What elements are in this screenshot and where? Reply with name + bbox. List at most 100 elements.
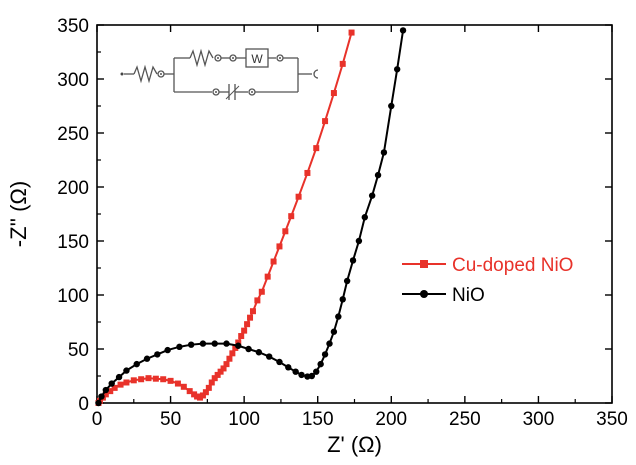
data-point — [186, 388, 193, 395]
data-point — [176, 343, 183, 351]
data-point — [202, 389, 209, 396]
data-point — [98, 393, 105, 400]
data-point — [285, 364, 292, 371]
data-point — [154, 351, 161, 358]
resistor-icon — [133, 64, 158, 84]
legend-label: NiO — [452, 285, 485, 306]
data-point — [238, 333, 245, 340]
y-tick-label: 250 — [57, 124, 89, 145]
equivalent-circuit-inset: W — [120, 48, 319, 100]
data-point — [330, 90, 337, 97]
legend-marker — [420, 260, 428, 268]
data-point — [313, 368, 320, 375]
data-point — [380, 149, 388, 156]
data-point — [298, 371, 305, 379]
data-point — [123, 379, 130, 386]
data-point — [276, 358, 283, 366]
data-point — [145, 375, 152, 382]
data-point — [102, 386, 110, 394]
x-tick-label: 50 — [160, 409, 181, 430]
x-tick-label: 350 — [596, 409, 628, 430]
data-point — [264, 273, 271, 280]
x-tick-label: 100 — [228, 409, 260, 430]
data-point — [368, 192, 376, 199]
data-point — [174, 380, 181, 387]
data-point — [308, 372, 316, 380]
data-point — [317, 360, 324, 368]
data-point — [388, 102, 395, 110]
data-point — [282, 228, 289, 235]
data-point — [374, 171, 382, 179]
data-point — [199, 392, 206, 399]
data-point — [123, 367, 130, 374]
data-point — [255, 349, 263, 356]
data-point — [361, 214, 368, 221]
data-point — [102, 391, 109, 398]
data-point — [244, 321, 251, 328]
data-point — [187, 341, 195, 348]
data-point — [339, 296, 346, 303]
data-point — [349, 257, 357, 264]
data-point — [235, 339, 242, 346]
data-point — [133, 360, 140, 368]
series-line — [97, 32, 353, 404]
data-point — [164, 346, 171, 354]
data-point — [95, 399, 102, 407]
data-point — [249, 308, 256, 315]
data-point — [265, 353, 273, 360]
legend-label: Cu-doped NiO — [452, 255, 573, 276]
data-point — [313, 145, 320, 152]
data-point — [232, 344, 239, 351]
data-point — [208, 379, 215, 386]
data-point — [223, 340, 230, 347]
data-point — [321, 351, 329, 358]
data-point — [247, 314, 254, 321]
legend-marker — [420, 290, 428, 298]
x-tick-label: 300 — [523, 409, 555, 430]
data-point — [343, 277, 351, 285]
y-tick-label: 0 — [78, 394, 89, 415]
data-point — [393, 66, 401, 73]
data-point — [245, 345, 252, 353]
data-point — [130, 377, 137, 384]
data-point — [226, 355, 233, 362]
data-point — [138, 376, 145, 383]
data-point — [152, 375, 159, 382]
data-point — [304, 169, 311, 176]
charge-transfer-resistor-icon — [189, 48, 214, 68]
x-axis-title: Z' (Ω) — [327, 432, 382, 457]
data-point — [143, 355, 151, 362]
data-point — [214, 371, 221, 378]
data-point — [241, 327, 248, 334]
data-point — [229, 350, 236, 357]
data-point — [167, 377, 174, 384]
data-point — [355, 237, 363, 245]
data-point — [107, 388, 114, 395]
data-point — [295, 193, 302, 200]
y-tick-label: 200 — [57, 178, 89, 199]
x-tick-label: 0 — [92, 409, 103, 430]
data-point — [330, 328, 338, 335]
y-tick-label: 150 — [57, 232, 89, 253]
data-point — [348, 29, 355, 36]
y-axis-title: -Z'' (Ω) — [6, 181, 31, 247]
x-tick-label: 200 — [375, 409, 407, 430]
data-point — [211, 340, 218, 347]
data-point — [276, 243, 283, 250]
y-tick-label: 300 — [57, 70, 89, 91]
data-point — [199, 340, 207, 347]
x-tick-label: 150 — [302, 409, 334, 430]
data-point — [220, 365, 227, 372]
data-point — [326, 340, 333, 347]
data-point — [205, 384, 212, 391]
data-point — [288, 213, 295, 220]
data-point — [115, 373, 123, 381]
data-point — [322, 118, 329, 125]
data-point — [235, 342, 242, 349]
data-point — [180, 383, 187, 390]
x-tick-label: 250 — [449, 409, 481, 430]
data-point — [217, 368, 224, 375]
data-point — [117, 381, 124, 388]
y-tick-label: 350 — [57, 16, 89, 37]
